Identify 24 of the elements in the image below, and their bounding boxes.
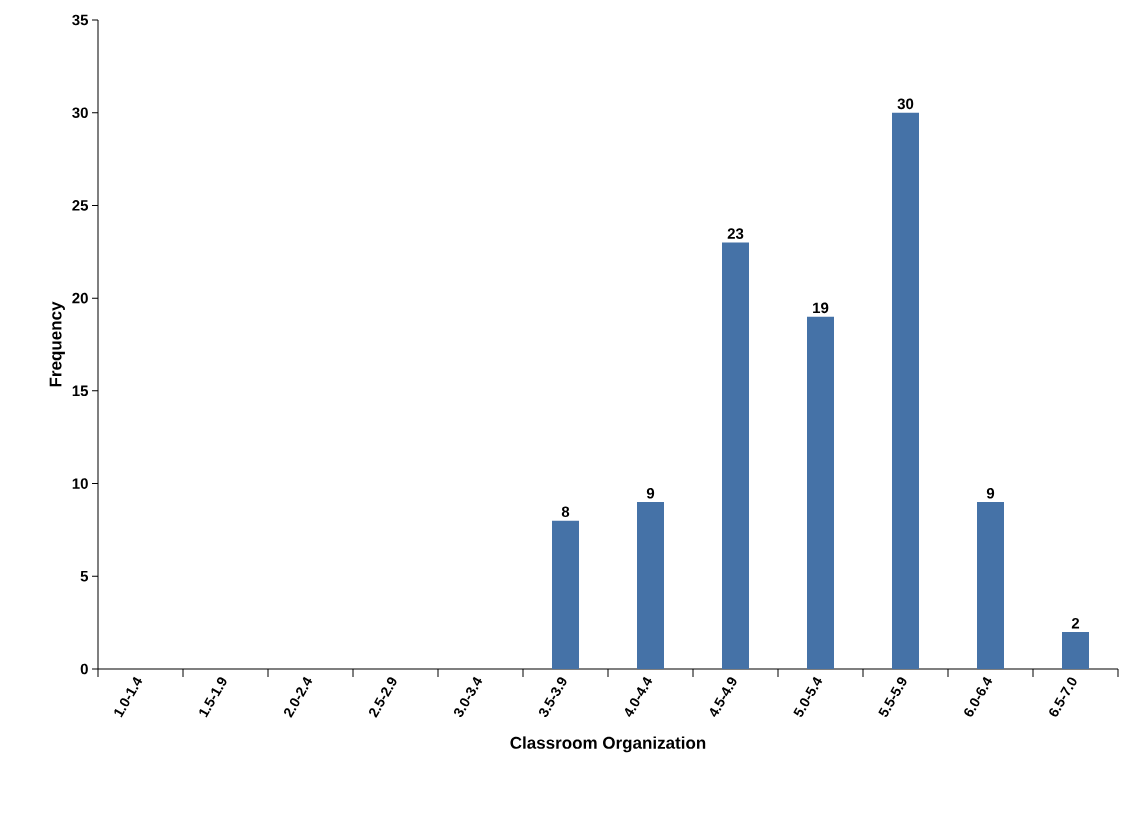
y-tick-label: 20 [72, 292, 88, 304]
data-label: 23 [727, 228, 744, 239]
y-tick-label: 35 [72, 14, 89, 26]
x-axis-title: Classroom Organization [510, 736, 706, 753]
bar [977, 502, 1004, 669]
bar [892, 112, 919, 669]
y-tick-label: 30 [72, 107, 88, 119]
bar [722, 242, 749, 669]
data-label: 30 [897, 98, 914, 110]
y-tick-label: 0 [80, 663, 88, 675]
y-tick-label: 25 [72, 200, 89, 211]
bar [552, 520, 579, 669]
bar [1062, 631, 1089, 669]
data-label: 9 [646, 487, 655, 499]
data-label: 9 [986, 487, 995, 499]
y-tick-label: 5 [80, 571, 89, 582]
y-tick-label: 15 [72, 385, 89, 397]
bar [637, 502, 664, 669]
data-label: 19 [813, 302, 829, 314]
bar [807, 316, 834, 669]
y-tick-label: 10 [72, 478, 88, 489]
data-label: 2 [1071, 617, 1080, 629]
data-label: 8 [561, 506, 570, 518]
y-axis-title: Frequency [49, 301, 65, 387]
